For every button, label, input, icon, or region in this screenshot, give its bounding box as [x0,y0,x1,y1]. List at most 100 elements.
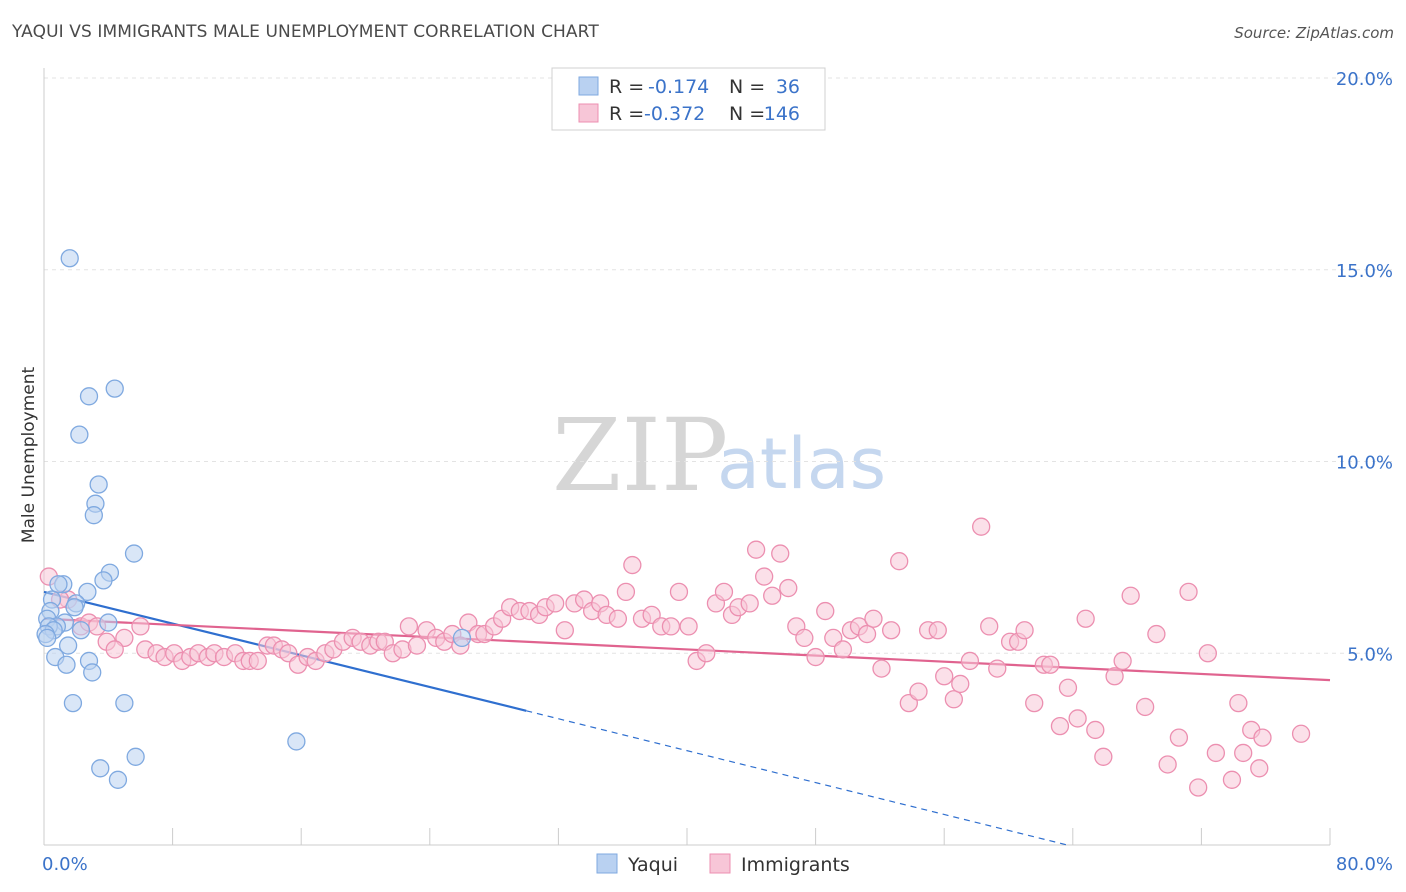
point-immigrants [1222,770,1242,789]
point-yaqui [78,582,97,602]
point-immigrants [1253,728,1272,747]
point-immigrants [248,651,267,671]
point-immigrants [661,617,681,636]
bottom-legend-label-yaqui: Yaqui [627,854,678,876]
point-immigrants [714,582,734,602]
legend-r-label-immigrants: R = [609,103,644,125]
point-yaqui [65,598,84,617]
point-immigrants [1058,678,1078,697]
point-immigrants [779,578,798,598]
point-yaqui [287,732,306,751]
point-immigrants [1234,743,1253,763]
legend-swatch-immigrants [578,103,599,123]
point-immigrants [755,567,774,586]
point-immigrants [1076,609,1095,628]
legend-r-label-yaqui: R = [609,76,644,98]
point-immigrants [960,651,980,671]
legend-swatch-yaqui [578,76,599,96]
point-immigrants [679,617,698,636]
legend-box: R = -0.174 N = 36 R = -0.372 N = 146 [551,67,826,131]
point-immigrants [697,644,716,663]
point-yaqui [60,249,79,268]
legend-n-value-yaqui: 36 [776,76,800,98]
point-immigrants [740,594,759,613]
point-immigrants [882,621,901,640]
point-immigrants [928,621,947,640]
point-immigrants [872,659,891,678]
y-tick-label: 10.0% [1336,453,1393,474]
chart-title: YAQUI VS IMMIGRANTS MALE UNEMPLOYMENT CO… [12,22,599,42]
point-immigrants [1250,759,1269,778]
point-immigrants [131,617,150,636]
legend-n-value-immigrants: 146 [764,103,800,125]
point-immigrants [669,582,689,602]
bottom-legend: Yaqui Immigrants [596,853,850,876]
point-yaqui [99,613,118,632]
point-immigrants [890,552,909,571]
point-yaqui [57,655,76,674]
point-yaqui [126,747,145,766]
point-yaqui [91,759,110,778]
point-immigrants [806,647,825,667]
point-immigrants [980,617,999,636]
x-tick-label-max: 80.0% [1336,854,1393,875]
point-immigrants [763,586,782,605]
point-immigrants [555,621,574,640]
point-immigrants [951,674,970,694]
point-immigrants [1086,720,1105,740]
point-immigrants [407,636,427,655]
point-yaqui [452,628,472,648]
x-tick-label-min: 0.0% [42,854,88,875]
point-yaqui [105,379,124,398]
point-immigrants [944,690,963,709]
point-yaqui [108,770,128,789]
point-immigrants [623,555,642,575]
point-immigrants [988,659,1007,678]
point-yaqui [79,387,99,406]
point-yaqui [63,693,83,713]
bottom-legend-swatch-yaqui [596,853,618,874]
point-yaqui [38,628,57,648]
point-immigrants [1147,624,1166,644]
point-yaqui [89,475,108,494]
point-yaqui [58,636,78,655]
bottom-legend-label-immigrants: Immigrants [741,854,850,876]
point-yaqui [70,425,89,444]
point-yaqui [71,621,91,640]
y-tick-label: 20.0% [1336,69,1393,90]
legend-r-value-immigrants: -0.372 [644,103,705,125]
point-immigrants [1135,697,1155,717]
watermark-zip: ZIP [552,397,728,514]
point-immigrants [1041,655,1060,674]
y-tick-label: 15.0% [1336,261,1393,282]
point-immigrants [795,628,814,648]
point-immigrants [1113,651,1132,671]
point-immigrants [1291,724,1311,743]
point-immigrants [105,640,124,659]
point-immigrants [399,617,419,636]
point-immigrants [909,682,928,701]
point-immigrants [1094,747,1113,766]
point-immigrants [746,540,766,559]
bottom-legend-swatch-immigrants [709,853,731,874]
data-points [36,249,1311,797]
gridlines [44,77,1392,654]
point-immigrants [1179,582,1198,602]
point-immigrants [608,609,628,628]
legend-n-label-immigrants: N = [729,103,765,125]
point-immigrants [864,609,883,628]
legend-r-value-yaqui: -0.174 [648,76,709,98]
y-tick-label: 5.0% [1347,644,1393,665]
point-immigrants [833,640,853,659]
axes: 5.0% 10.0% 15.0% 20.0% 0.0% 80.0% [42,68,1393,875]
point-immigrants [1198,644,1217,663]
point-yaqui [124,544,144,563]
point-yaqui [94,571,113,590]
y-axis-label: Male Unemployment [19,366,39,543]
point-immigrants [1169,728,1189,747]
point-immigrants [935,667,954,686]
point-immigrants [1158,755,1177,774]
point-immigrants [1189,778,1208,797]
watermark-atlas: atlas [717,423,886,505]
point-immigrants [857,624,877,644]
